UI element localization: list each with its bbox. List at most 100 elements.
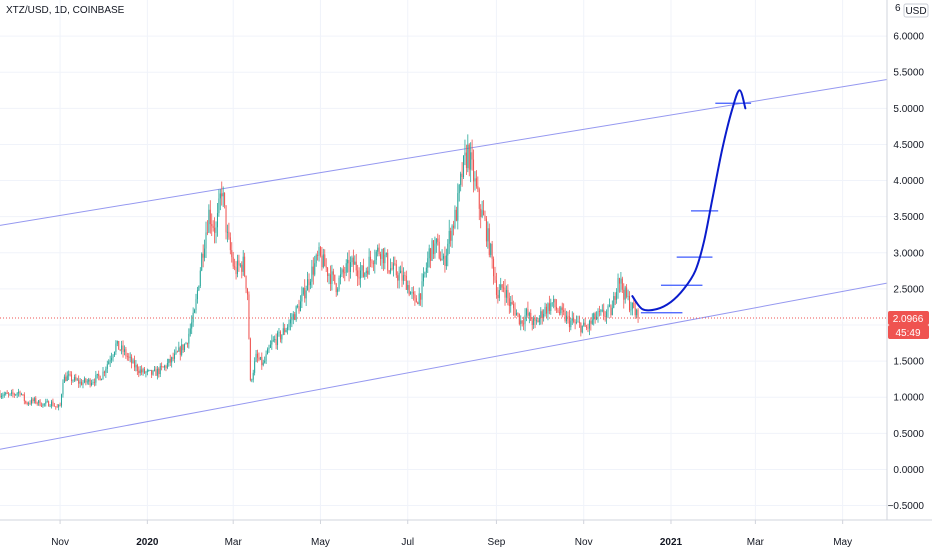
candle-body	[327, 267, 329, 276]
candle	[222, 186, 224, 208]
candle-body	[22, 394, 24, 396]
candle	[637, 308, 639, 323]
candle-body	[79, 381, 81, 384]
candle	[108, 359, 110, 365]
candle-body	[125, 349, 127, 357]
candle	[362, 258, 364, 278]
candle	[384, 247, 386, 270]
candle-body	[563, 310, 565, 312]
candle-body	[254, 361, 256, 373]
candle	[284, 323, 286, 336]
candle-body	[425, 267, 427, 273]
candle	[418, 287, 420, 306]
candle-body	[68, 374, 70, 376]
candle-body	[199, 270, 201, 286]
candle-body	[567, 315, 569, 317]
candle	[380, 251, 382, 266]
candle-body	[30, 399, 32, 404]
candle	[61, 393, 63, 408]
candle	[198, 285, 200, 292]
candle-body	[75, 377, 77, 380]
candle	[438, 234, 440, 260]
candle-body	[72, 380, 74, 382]
candle	[401, 261, 403, 288]
candle-body	[577, 321, 579, 323]
candle	[440, 251, 442, 262]
candle-body	[218, 198, 220, 214]
candle	[421, 273, 423, 308]
time-axis[interactable]: Nov 2020 Mar May Jul Sep Nov 2021 Mar May	[0, 519, 932, 548]
currency-badge[interactable]: USD	[903, 3, 929, 18]
candle-body	[382, 249, 384, 264]
candle	[15, 393, 17, 396]
channel-line-upper[interactable]	[0, 78, 888, 226]
candle-body	[581, 325, 583, 333]
candle-body	[395, 264, 397, 276]
candle	[322, 248, 324, 269]
candle-body	[553, 299, 555, 303]
price-axis[interactable]: 6.0000 5.5000 5.0000 4.5000 4.0000 3.5000 3.00…	[886, 0, 924, 520]
candle	[228, 222, 230, 240]
candle-body	[222, 192, 224, 197]
candle-body	[626, 287, 628, 297]
candle-body	[547, 303, 549, 314]
candle-body	[604, 316, 606, 317]
projection-curve[interactable]	[631, 89, 747, 312]
candle	[318, 242, 320, 262]
candle	[500, 277, 502, 291]
candle	[133, 355, 135, 372]
candle	[71, 371, 73, 385]
candle	[96, 373, 98, 379]
candle	[491, 240, 493, 269]
price-tick-label: 3.0000	[893, 248, 924, 259]
candle-body	[374, 260, 376, 264]
candle-body	[195, 299, 197, 310]
candle	[501, 283, 503, 292]
candle	[257, 349, 259, 363]
time-tick-label: Mar	[747, 537, 765, 548]
candle	[431, 238, 433, 261]
candle	[334, 274, 336, 285]
candle-body	[392, 263, 394, 270]
candle	[33, 396, 35, 404]
candle-body	[6, 392, 8, 394]
candle-body	[598, 311, 600, 312]
candle-body	[46, 401, 48, 403]
channel-line-lower[interactable]	[0, 282, 888, 450]
candle-body	[302, 287, 304, 295]
candle-body	[289, 319, 291, 324]
candle-body	[52, 401, 54, 406]
candle	[36, 401, 38, 406]
candle	[360, 261, 362, 288]
candle	[69, 370, 71, 377]
candle	[249, 337, 251, 382]
candle-body	[503, 287, 505, 289]
candle	[520, 315, 522, 331]
candle	[78, 375, 80, 388]
projection-drawings[interactable]	[631, 89, 752, 314]
candle	[547, 302, 549, 321]
current-price-label: 2.0966	[893, 314, 924, 325]
candle	[206, 220, 208, 236]
candle	[451, 224, 453, 248]
candle	[189, 323, 191, 337]
candle-body	[375, 251, 377, 261]
candle	[546, 303, 548, 318]
candle-body	[580, 323, 582, 333]
candle	[176, 350, 178, 353]
candle	[159, 363, 161, 378]
time-tick-label: May	[833, 537, 852, 548]
candle	[6, 390, 8, 394]
time-tick-label: Nov	[51, 537, 69, 548]
candle	[66, 371, 68, 382]
candle-body	[319, 247, 321, 256]
candle-body	[234, 266, 236, 268]
candle-body	[322, 254, 324, 268]
candle-body	[616, 291, 618, 300]
candle	[242, 250, 244, 276]
candle	[143, 367, 145, 374]
candle-body	[628, 296, 630, 311]
candle	[261, 352, 263, 370]
candle-body	[224, 192, 226, 206]
